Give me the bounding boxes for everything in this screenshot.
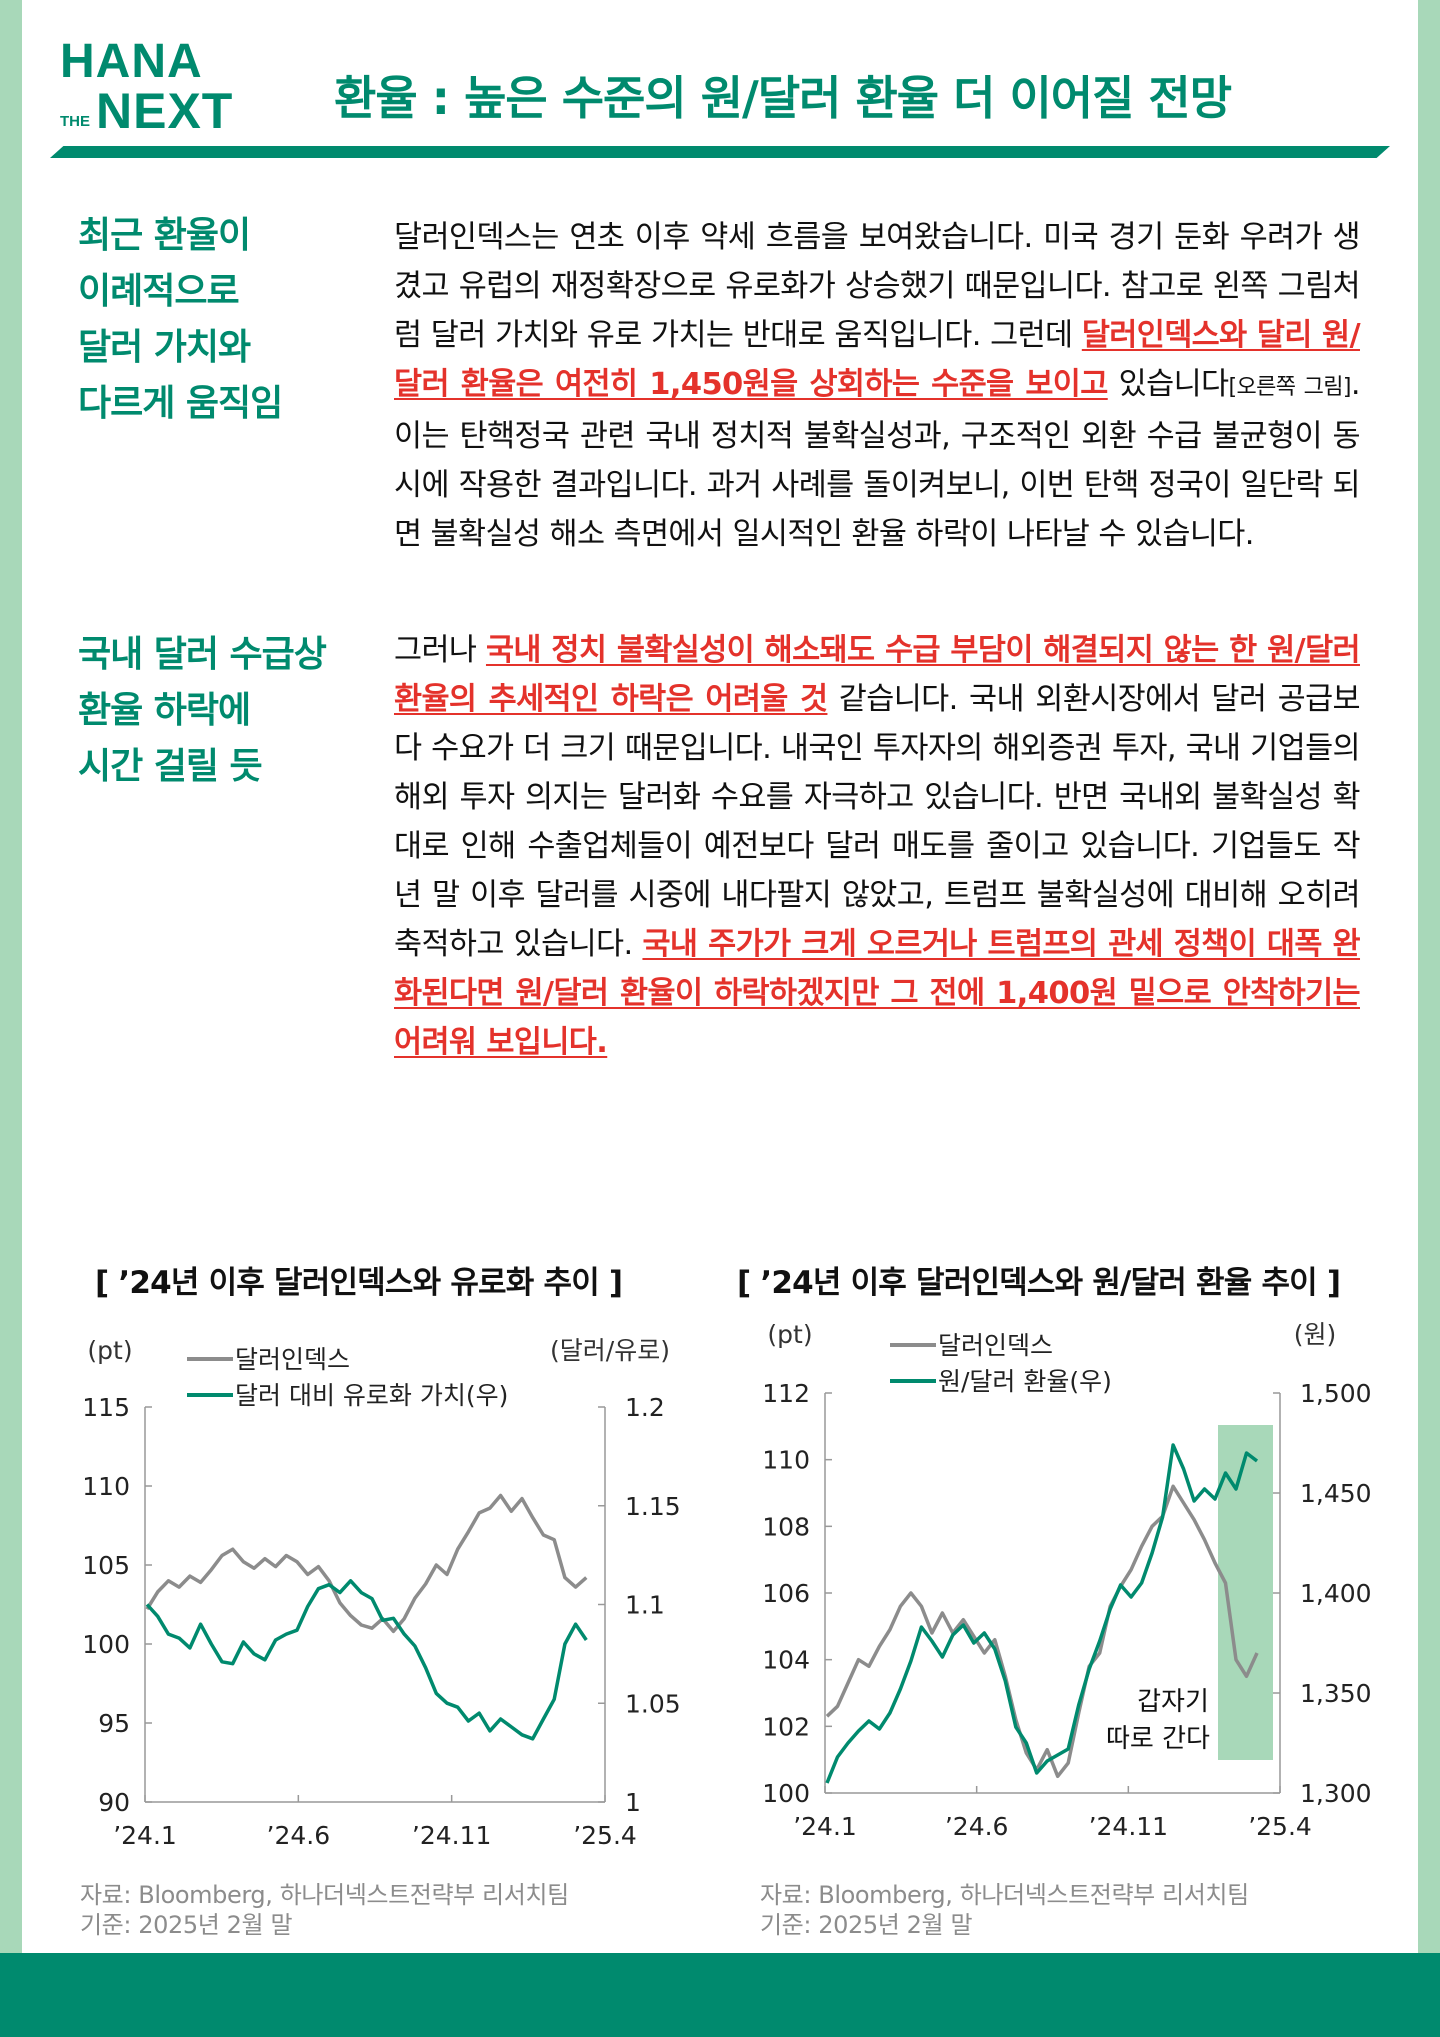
left-tick-label: 104 bbox=[762, 1646, 810, 1675]
x-tick-label: ’24.6 bbox=[267, 1821, 331, 1850]
right-chart: 112 110 108 106 104 102 100 1,500 1,450 1,400 1,35… bbox=[762, 1320, 1372, 1841]
left-tick-label: 100 bbox=[82, 1630, 130, 1659]
left-tick-label: 90 bbox=[98, 1788, 130, 1817]
left-chart-source: 자료: Bloomberg, 하나더넥스트전략부 리서치팀 기준: 2025년 … bbox=[80, 1881, 569, 1939]
x-tick-label: ’24.11 bbox=[412, 1821, 492, 1850]
secondary-series-line bbox=[145, 1579, 588, 1741]
section-2-highlight-1: 국내 정치 불확실성이 해소돼도 수급 부담이 해결되지 않는 한 원/달러 환… bbox=[394, 633, 1361, 717]
left-tick-label: 108 bbox=[762, 1512, 810, 1541]
left-tick-label: 106 bbox=[762, 1579, 810, 1608]
right-tick-label: 1.15 bbox=[625, 1492, 681, 1521]
right-unit-label: (달러/유로) bbox=[550, 1336, 670, 1365]
right-tick-label: 1,300 bbox=[1300, 1779, 1372, 1808]
title-underline-bar bbox=[50, 146, 1390, 158]
section-1-heading: 최근 환율이 이례적으로 달러 가치와 다르게 움직임 bbox=[78, 215, 283, 424]
legend-label: 달러 대비 유로화 가치(우) bbox=[235, 1381, 508, 1410]
right-margin-band bbox=[1418, 0, 1440, 2037]
left-tick-label: 100 bbox=[762, 1779, 810, 1808]
left-tick-label: 102 bbox=[762, 1712, 810, 1741]
dollar-index-series-line bbox=[825, 1484, 1259, 1779]
page-title: 환율 : 높은 수준의 원/달러 환율 더 이어질 전망 bbox=[334, 71, 1232, 125]
legend-label: 달러인덱스 bbox=[938, 1331, 1053, 1360]
left-tick-label: 115 bbox=[82, 1393, 130, 1422]
section-2-paragraph: 그러나 국내 정치 불확실성이 해소돼도 수급 부담이 해결되지 않는 한 원/… bbox=[394, 633, 1361, 1060]
x-tick-label: ’24.6 bbox=[945, 1812, 1009, 1841]
right-tick-label: 1 bbox=[625, 1788, 641, 1817]
x-tick-label: ’24.1 bbox=[793, 1812, 857, 1841]
left-tick-label: 110 bbox=[762, 1446, 810, 1475]
left-unit-label: (pt) bbox=[767, 1320, 812, 1349]
legend-label: 달러인덱스 bbox=[235, 1345, 350, 1374]
secondary-series-line bbox=[825, 1443, 1259, 1784]
right-tick-label: 1.1 bbox=[625, 1591, 665, 1620]
section-1-paragraph: 달러인덱스는 연초 이후 약세 흐름을 보여왔습니다. 미국 경기 둔화 우려가… bbox=[394, 220, 1361, 552]
annotation-line-1: 갑자기 bbox=[1137, 1687, 1209, 1717]
right-tick-label: 1.05 bbox=[625, 1689, 681, 1718]
left-tick-label: 110 bbox=[82, 1472, 130, 1501]
legend-label: 원/달러 환율(우) bbox=[938, 1367, 1112, 1396]
hana-the-next-logo: HANA THE NEXT bbox=[60, 35, 234, 139]
section-1-highlight: 달러인덱스와 달리 원/달러 환율은 여전히 1,450원을 상회하는 수준을 … bbox=[394, 318, 1361, 402]
right-unit-label: (원) bbox=[1294, 1320, 1337, 1349]
right-tick-label: 1,400 bbox=[1300, 1579, 1372, 1608]
right-tick-label: 1,450 bbox=[1300, 1479, 1372, 1508]
dollar-index-series-line bbox=[145, 1493, 588, 1634]
right-chart-title: [ ’24년 이후 달러인덱스와 원/달러 환율 추이 ] bbox=[737, 1265, 1341, 1301]
left-chart-title: [ ’24년 이후 달러인덱스와 유로화 추이 ] bbox=[95, 1265, 623, 1301]
annotation-line-2: 따로 간다 bbox=[1106, 1724, 1210, 1754]
right-tick-label: 1.2 bbox=[625, 1393, 665, 1422]
section-2-heading: 국내 달러 수급상 환율 하락에 시간 걸릴 듯 bbox=[78, 634, 327, 787]
left-margin-band bbox=[0, 0, 22, 2037]
left-chart: 115 110 105 100 95 90 1.2 1.15 1.1 1.05 1 ’24.1 ’24.… bbox=[82, 1336, 681, 1850]
right-tick-label: 1,350 bbox=[1300, 1679, 1372, 1708]
section-2-highlight-2: 국내 주가가 크게 오르거나 트럼프의 관세 정책이 대폭 완화된다면 원/달러… bbox=[394, 927, 1361, 1060]
left-unit-label: (pt) bbox=[87, 1336, 132, 1365]
right-chart-source: 자료: Bloomberg, 하나더넥스트전략부 리서치팀 기준: 2025년 … bbox=[760, 1881, 1249, 1939]
x-tick-label: ’25.4 bbox=[1248, 1812, 1312, 1841]
left-tick-label: 112 bbox=[762, 1379, 810, 1408]
x-tick-label: ’24.11 bbox=[1089, 1812, 1169, 1841]
footer-bar bbox=[0, 1953, 1440, 2037]
x-tick-label: ’24.1 bbox=[113, 1821, 177, 1850]
left-tick-label: 95 bbox=[98, 1709, 130, 1738]
right-tick-label: 1,500 bbox=[1300, 1379, 1372, 1408]
left-tick-label: 105 bbox=[82, 1551, 130, 1580]
x-tick-label: ’25.4 bbox=[573, 1821, 637, 1850]
